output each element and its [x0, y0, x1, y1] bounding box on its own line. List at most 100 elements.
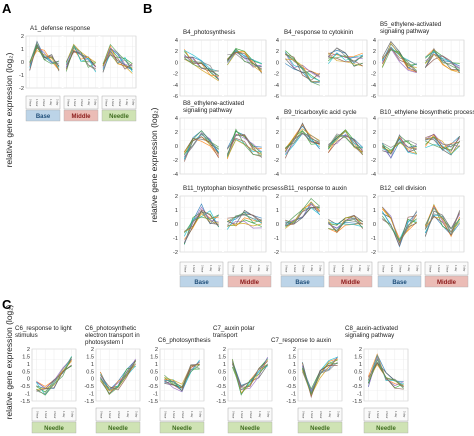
- ytick-label: 1: [27, 362, 30, 368]
- stage-label: 1 hour: [73, 99, 77, 106]
- series-line: [29, 45, 60, 65]
- ytick-label: 0.5: [86, 369, 94, 375]
- series-line: [425, 134, 461, 152]
- stage-label: 1 day: [454, 265, 458, 272]
- chart-title-C8: C8_auxin-activated signaling pathway: [345, 325, 399, 339]
- ytick-label: 4: [175, 116, 178, 122]
- series-line: [227, 48, 262, 65]
- ytick-label: 0: [91, 377, 94, 383]
- series-line: [285, 52, 320, 82]
- series-line: [100, 361, 136, 396]
- chart-title-B4b: B4_response to cytokinin: [284, 29, 354, 36]
- stage-label: 1 day: [407, 265, 411, 272]
- series-line: [382, 210, 418, 244]
- series-line: [382, 208, 417, 240]
- stage-label-box: [328, 261, 373, 276]
- stage-label: 3 hour: [53, 411, 57, 418]
- series-line: [425, 136, 460, 155]
- stage-label: 0 hour: [428, 265, 432, 272]
- group-bar-middle: [328, 275, 373, 288]
- ytick-label: 1: [21, 47, 24, 53]
- ytick-label: -4: [371, 83, 376, 89]
- ytick-label: 1: [276, 208, 279, 214]
- series-line: [183, 136, 220, 162]
- panel-letter-a: A: [2, 1, 12, 16]
- ytick-label: 2: [175, 49, 178, 55]
- stage-label: 3 day: [463, 265, 467, 272]
- series-line: [227, 134, 262, 159]
- series-line: [368, 355, 404, 387]
- stage-strip-needle: 0 hour 1 hour 3 hour 1 day 3 day Needle: [297, 407, 343, 434]
- stage-label: 0 hour: [163, 411, 167, 418]
- stage-label-box: [31, 407, 77, 422]
- group-bar-needle: [363, 421, 409, 434]
- stage-label: 3 day: [319, 265, 323, 272]
- stage-strip-needle: 0 hour 1 hour 3 hour 1 day 3 day Needle: [95, 407, 141, 434]
- ytick-label: 0.5: [22, 369, 30, 375]
- series-line: [184, 58, 220, 81]
- chart-title-B9: B9_tricarboxylic acid cycle: [284, 109, 357, 116]
- ytick-label: 2: [276, 194, 279, 200]
- series-line: [368, 358, 404, 389]
- chart-title-B4a: B4_photosynthesis: [183, 29, 235, 36]
- stage-label: 3 day: [267, 411, 271, 418]
- ytick-label: -2: [274, 250, 279, 256]
- stage-strip-needle: 0 hour 1 hour 3 hour 1 day 3 day Needle: [227, 407, 273, 434]
- series-line: [285, 58, 320, 77]
- series-line: [36, 361, 72, 391]
- ytick-label: 2: [373, 130, 376, 136]
- stage-label-box: [25, 95, 61, 110]
- series-line: [285, 201, 320, 229]
- ytick-label: -2: [274, 72, 279, 78]
- stage-label: 3 hour: [302, 265, 306, 272]
- stage-label: 1 hour: [44, 411, 48, 418]
- series-line: [328, 133, 363, 155]
- stage-label: 0 hour: [183, 265, 187, 272]
- stage-label: 1 day: [394, 411, 398, 418]
- stage-label-box: [179, 261, 224, 276]
- stage-label: 1 day: [126, 411, 130, 418]
- stage-label-box: [227, 261, 272, 276]
- ytick-label: 2: [373, 49, 376, 55]
- ytick-label: 2: [276, 130, 279, 136]
- ytick-label: -4: [274, 172, 279, 178]
- stage-label: 0 hour: [35, 411, 39, 418]
- series-line: [226, 134, 262, 160]
- ytick-label: -1.5: [20, 399, 30, 405]
- group-label-base: Base: [295, 280, 310, 286]
- ytick-label: -1: [221, 392, 226, 398]
- stage-label: 0 hour: [104, 99, 108, 106]
- group-label-base: Base: [194, 280, 209, 286]
- chart-title-C6b: C6_photosynthetic electron transport in ph…: [85, 325, 140, 346]
- ytick-label: 4: [276, 38, 279, 44]
- ytick-label: 4: [373, 116, 376, 122]
- group-label-middle: Middle: [240, 280, 260, 286]
- ytick-label: -0.5: [352, 384, 362, 390]
- series-line: [164, 364, 200, 388]
- series-line: [227, 211, 262, 223]
- ytick-label: -0.5: [84, 384, 94, 390]
- ytick-label: -1: [274, 236, 279, 242]
- ytick-label: -4: [173, 83, 178, 89]
- chart-title-B5: B5_ethylene-activated signaling pathway: [380, 21, 442, 35]
- stage-label: 1 hour: [240, 265, 244, 272]
- series-line: [184, 50, 219, 72]
- ytick-label: -1: [291, 392, 296, 398]
- series-line: [284, 132, 320, 159]
- series-line: [227, 214, 262, 226]
- stage-label: 3 day: [71, 411, 75, 418]
- ytick-label: 1.5: [354, 354, 362, 360]
- series-line: [227, 213, 262, 222]
- stage-label: 3 day: [416, 265, 420, 272]
- stage-label: 3 day: [337, 411, 341, 418]
- group-label-middle: Middle: [437, 280, 457, 286]
- series-line: [227, 50, 262, 66]
- series-line: [382, 139, 417, 148]
- stage-label: 3 day: [403, 411, 407, 418]
- stage-label-box: [280, 261, 325, 276]
- ytick-label: 0: [293, 377, 296, 383]
- stage-label: 1 hour: [341, 265, 345, 272]
- ytick-label: -1: [19, 73, 24, 79]
- ytick-label: -0.5: [148, 384, 158, 390]
